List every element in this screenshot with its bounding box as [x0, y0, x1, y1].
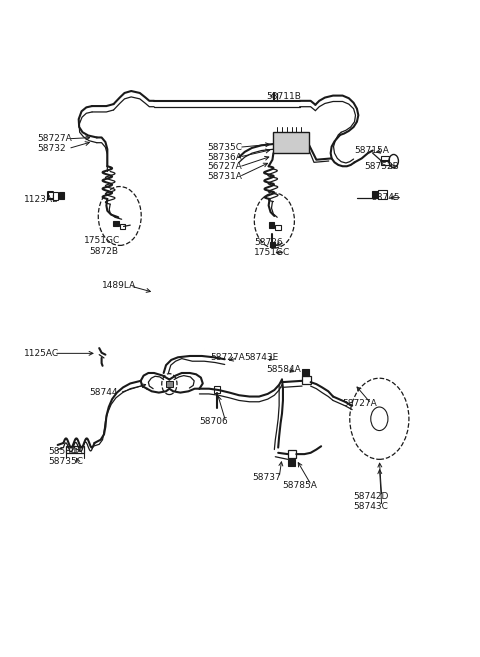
Text: 58785A: 58785A	[282, 481, 317, 490]
Bar	[378, 191, 387, 199]
Text: 58752B: 58752B	[364, 162, 399, 171]
Bar	[66, 446, 84, 453]
Bar	[53, 192, 58, 200]
Bar	[302, 369, 309, 376]
Text: 58727A: 58727A	[343, 399, 377, 408]
Bar	[276, 225, 281, 231]
Text: 58732: 58732	[37, 144, 66, 153]
Text: 58711B: 58711B	[266, 92, 301, 101]
Text: 58745: 58745	[371, 193, 400, 202]
Bar	[381, 156, 389, 165]
Text: 1125AC: 1125AC	[24, 349, 60, 358]
Text: 58737: 58737	[252, 473, 281, 482]
Text: 58742D: 58742D	[354, 492, 389, 501]
Text: 5872B: 5872B	[90, 247, 119, 256]
Text: 58736A: 58736A	[207, 152, 242, 162]
Bar	[269, 222, 275, 228]
Bar	[288, 459, 295, 466]
Bar	[372, 191, 378, 198]
Text: 58735C: 58735C	[207, 143, 242, 152]
Text: 58584A: 58584A	[48, 447, 83, 456]
Text: 58715A: 58715A	[355, 146, 389, 155]
Text: 1123AL: 1123AL	[24, 195, 58, 204]
Text: 58727A: 58727A	[210, 353, 245, 363]
Bar	[270, 242, 276, 247]
Bar	[288, 449, 296, 458]
Bar	[166, 381, 173, 388]
Text: 58731A: 58731A	[207, 172, 242, 181]
Text: 56727A: 56727A	[207, 162, 242, 171]
Bar	[302, 376, 311, 384]
Text: 58726: 58726	[254, 238, 283, 246]
Text: 58735C: 58735C	[48, 457, 83, 466]
Text: 1751GC: 1751GC	[84, 236, 120, 244]
Bar	[113, 221, 119, 227]
Bar	[214, 386, 220, 393]
Text: 58744: 58744	[90, 388, 118, 397]
Bar	[59, 193, 64, 199]
Bar	[120, 224, 125, 229]
Bar	[274, 132, 309, 153]
Text: 58727A: 58727A	[37, 134, 72, 143]
Text: 58584A: 58584A	[266, 365, 301, 374]
Text: 1489LA: 1489LA	[102, 281, 136, 290]
Text: 58706: 58706	[199, 417, 228, 426]
Text: 58743C: 58743C	[354, 502, 388, 511]
Text: 58743E: 58743E	[245, 353, 279, 363]
Text: 1751GC: 1751GC	[254, 248, 290, 257]
